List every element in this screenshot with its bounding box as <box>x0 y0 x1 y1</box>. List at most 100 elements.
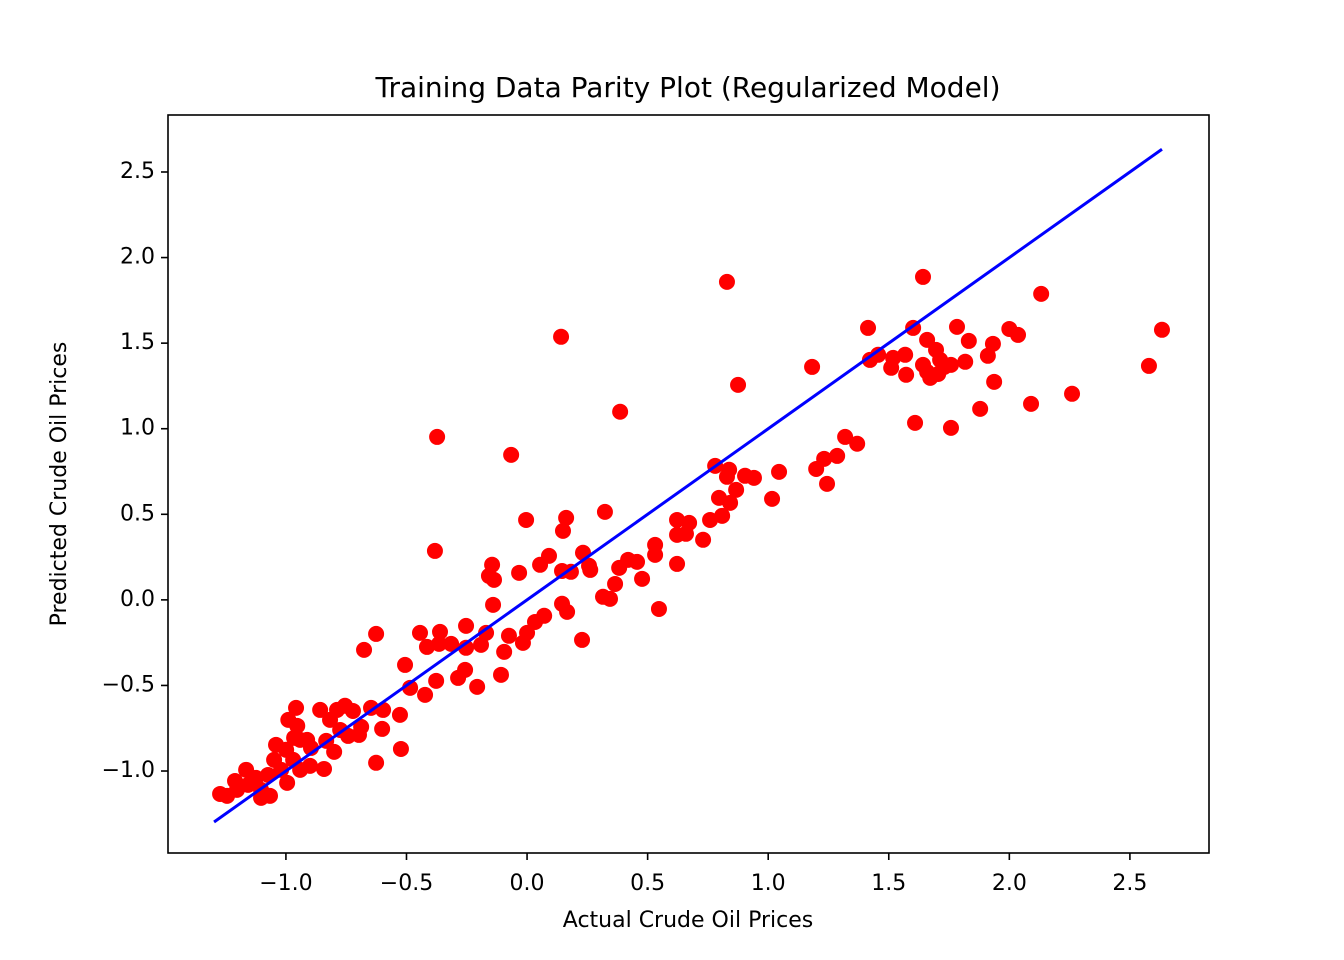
data-point <box>227 772 244 789</box>
data-point <box>957 353 974 370</box>
y-tick-label: 1.5 <box>120 330 155 355</box>
data-point <box>527 613 544 630</box>
data-point <box>391 706 408 723</box>
data-point <box>849 435 866 452</box>
data-point <box>426 542 443 559</box>
data-point <box>595 588 612 605</box>
y-tick-label: 2.5 <box>120 159 155 184</box>
data-point <box>1064 385 1081 402</box>
data-point <box>469 678 486 695</box>
data-point <box>837 428 854 445</box>
data-point <box>316 760 333 777</box>
data-point <box>262 787 279 804</box>
data-point <box>553 328 570 345</box>
data-point <box>897 346 914 363</box>
y-tick-label: −1.0 <box>102 758 155 783</box>
data-point <box>503 446 520 463</box>
data-point <box>238 761 255 778</box>
data-point <box>883 359 900 376</box>
data-point <box>612 403 629 420</box>
data-point <box>574 631 591 648</box>
data-point <box>273 761 290 778</box>
data-point <box>322 711 339 728</box>
data-point <box>374 720 391 737</box>
data-point <box>611 559 628 576</box>
data-point <box>279 774 296 791</box>
data-point <box>984 335 1001 352</box>
data-point <box>302 757 319 774</box>
data-point <box>819 475 836 492</box>
data-point <box>829 447 846 464</box>
data-point <box>429 428 446 445</box>
axes-frame <box>167 114 1210 854</box>
data-point <box>1153 321 1170 338</box>
data-point <box>350 726 367 743</box>
data-point <box>411 624 428 641</box>
data-point <box>979 347 996 364</box>
data-point <box>582 561 599 578</box>
x-tick-label: 0.0 <box>510 871 545 896</box>
x-tick-label: 1.0 <box>751 871 786 896</box>
x-tick-label: 0.5 <box>630 871 665 896</box>
data-point <box>326 743 343 760</box>
data-point <box>804 358 821 375</box>
data-point <box>861 351 878 368</box>
x-tick-label: 2.5 <box>1112 871 1147 896</box>
data-point <box>1010 326 1027 343</box>
data-point <box>942 356 959 373</box>
data-point <box>647 546 664 563</box>
data-point <box>596 503 613 520</box>
y-tick-label: 0.5 <box>120 501 155 526</box>
data-point <box>771 463 788 480</box>
y-tick-label: 2.0 <box>120 245 155 270</box>
data-point <box>472 636 489 653</box>
data-point <box>677 525 694 542</box>
data-point <box>634 570 651 587</box>
data-point <box>356 641 373 658</box>
data-point <box>511 564 528 581</box>
data-point <box>368 625 385 642</box>
y-tick-label: 1.0 <box>120 416 155 441</box>
data-point <box>458 617 475 634</box>
data-point <box>485 596 502 613</box>
data-point <box>289 717 306 734</box>
data-point <box>418 638 435 655</box>
data-point <box>299 731 316 748</box>
data-point <box>972 400 989 417</box>
data-point <box>1023 395 1040 412</box>
data-point <box>368 754 385 771</box>
data-point <box>915 356 932 373</box>
data-point <box>312 701 329 718</box>
data-point <box>514 634 531 651</box>
data-point <box>402 679 419 696</box>
data-point <box>764 490 781 507</box>
x-tick-label: 2.0 <box>992 871 1027 896</box>
data-point <box>730 376 747 393</box>
data-point <box>722 494 739 511</box>
plot-area <box>212 148 1170 824</box>
data-point <box>500 627 517 644</box>
data-point <box>808 460 825 477</box>
x-tick-label: −1.0 <box>259 871 312 896</box>
data-point <box>268 736 285 753</box>
data-point <box>458 639 475 656</box>
data-point <box>457 661 474 678</box>
data-point <box>428 672 445 689</box>
data-point <box>650 600 667 617</box>
y-tick-label: −0.5 <box>102 672 155 697</box>
data-point <box>417 686 434 703</box>
data-point <box>496 643 513 660</box>
data-point <box>532 556 549 573</box>
data-point <box>431 635 448 652</box>
data-point <box>702 511 719 528</box>
data-point <box>554 522 571 539</box>
data-point <box>554 562 571 579</box>
data-point <box>915 268 932 285</box>
data-point <box>669 555 686 572</box>
data-point <box>737 467 754 484</box>
data-point <box>718 468 735 485</box>
data-point <box>860 319 877 336</box>
data-point <box>718 273 735 290</box>
x-axis-label: Actual Crude Oil Prices <box>563 908 813 933</box>
data-point <box>907 414 924 431</box>
